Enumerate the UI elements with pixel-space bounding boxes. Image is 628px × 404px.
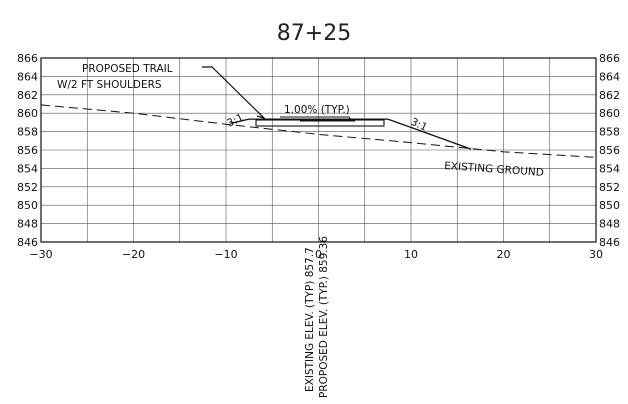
y-tick-label-left: 846: [17, 236, 38, 249]
existing-ground-line: [40, 104, 597, 158]
x-tick-label: 30: [589, 248, 603, 261]
x-tick-label: 0: [315, 248, 322, 261]
trail-leader-arrow: [256, 111, 267, 120]
y-tick-label-left: 866: [17, 52, 38, 65]
y-tick-label-left: 854: [17, 162, 38, 175]
right-slope-label: 3:1: [409, 116, 429, 134]
x-tick-label: −20: [122, 248, 145, 261]
y-tick-label-right: 852: [599, 181, 620, 194]
proposed-elevation-label: PROPOSED ELEV. (TYP.) 859.36: [318, 236, 330, 398]
x-tick-label: −30: [29, 248, 52, 261]
x-tick-label: 10: [404, 248, 418, 261]
y-tick-label-right: 850: [599, 199, 620, 212]
grid: [40, 57, 597, 243]
proposed-trail-label: PROPOSED TRAIL: [82, 63, 173, 75]
existing-ground-label: EXISTING GROUND: [444, 160, 544, 179]
y-tick-label-left: 862: [17, 89, 38, 102]
y-tick-label-right: 862: [599, 89, 620, 102]
y-tick-label-left: 864: [17, 70, 38, 83]
proposed-trail-box: [255, 119, 385, 127]
x-tick-label: 20: [497, 248, 511, 261]
station-title: 87+25: [277, 21, 351, 46]
tick-labels: −30 −20 −10 0 10 20 30 866 866 864 864 862 862 860 860…: [17, 52, 620, 261]
y-tick-label-right: 854: [599, 162, 620, 175]
y-tick-label-left: 856: [17, 144, 38, 157]
shoulders-label: W/2 FT SHOULDERS: [57, 79, 162, 91]
x-tick-label: −10: [214, 248, 237, 261]
proposed-trail-line: [230, 118, 472, 150]
trail-leader-line: [202, 66, 265, 119]
plot-frame: [40, 57, 597, 243]
y-tick-label-left: 850: [17, 199, 38, 212]
cross-slope-arrow: [300, 117, 356, 122]
y-tick-label-right: 860: [599, 107, 620, 120]
y-tick-label-right: 858: [599, 126, 620, 139]
existing-elevation-label: EXISTING ELEV. (TYP) 857.7: [304, 247, 316, 392]
y-tick-label-right: 856: [599, 144, 620, 157]
y-tick-label-left: 852: [17, 181, 38, 194]
y-tick-label-right: 864: [599, 70, 620, 83]
y-tick-label-right: 866: [599, 52, 620, 65]
left-slope-label: 3:1: [225, 112, 245, 130]
profile-lines: [40, 104, 597, 158]
cross-slope-label: 1.00% (TYP.): [284, 104, 350, 116]
y-tick-label-right: 846: [599, 236, 620, 249]
y-tick-label-left: 860: [17, 107, 38, 120]
y-tick-label-right: 848: [599, 218, 620, 231]
y-tick-label-left: 858: [17, 126, 38, 139]
y-tick-label-left: 848: [17, 218, 38, 231]
